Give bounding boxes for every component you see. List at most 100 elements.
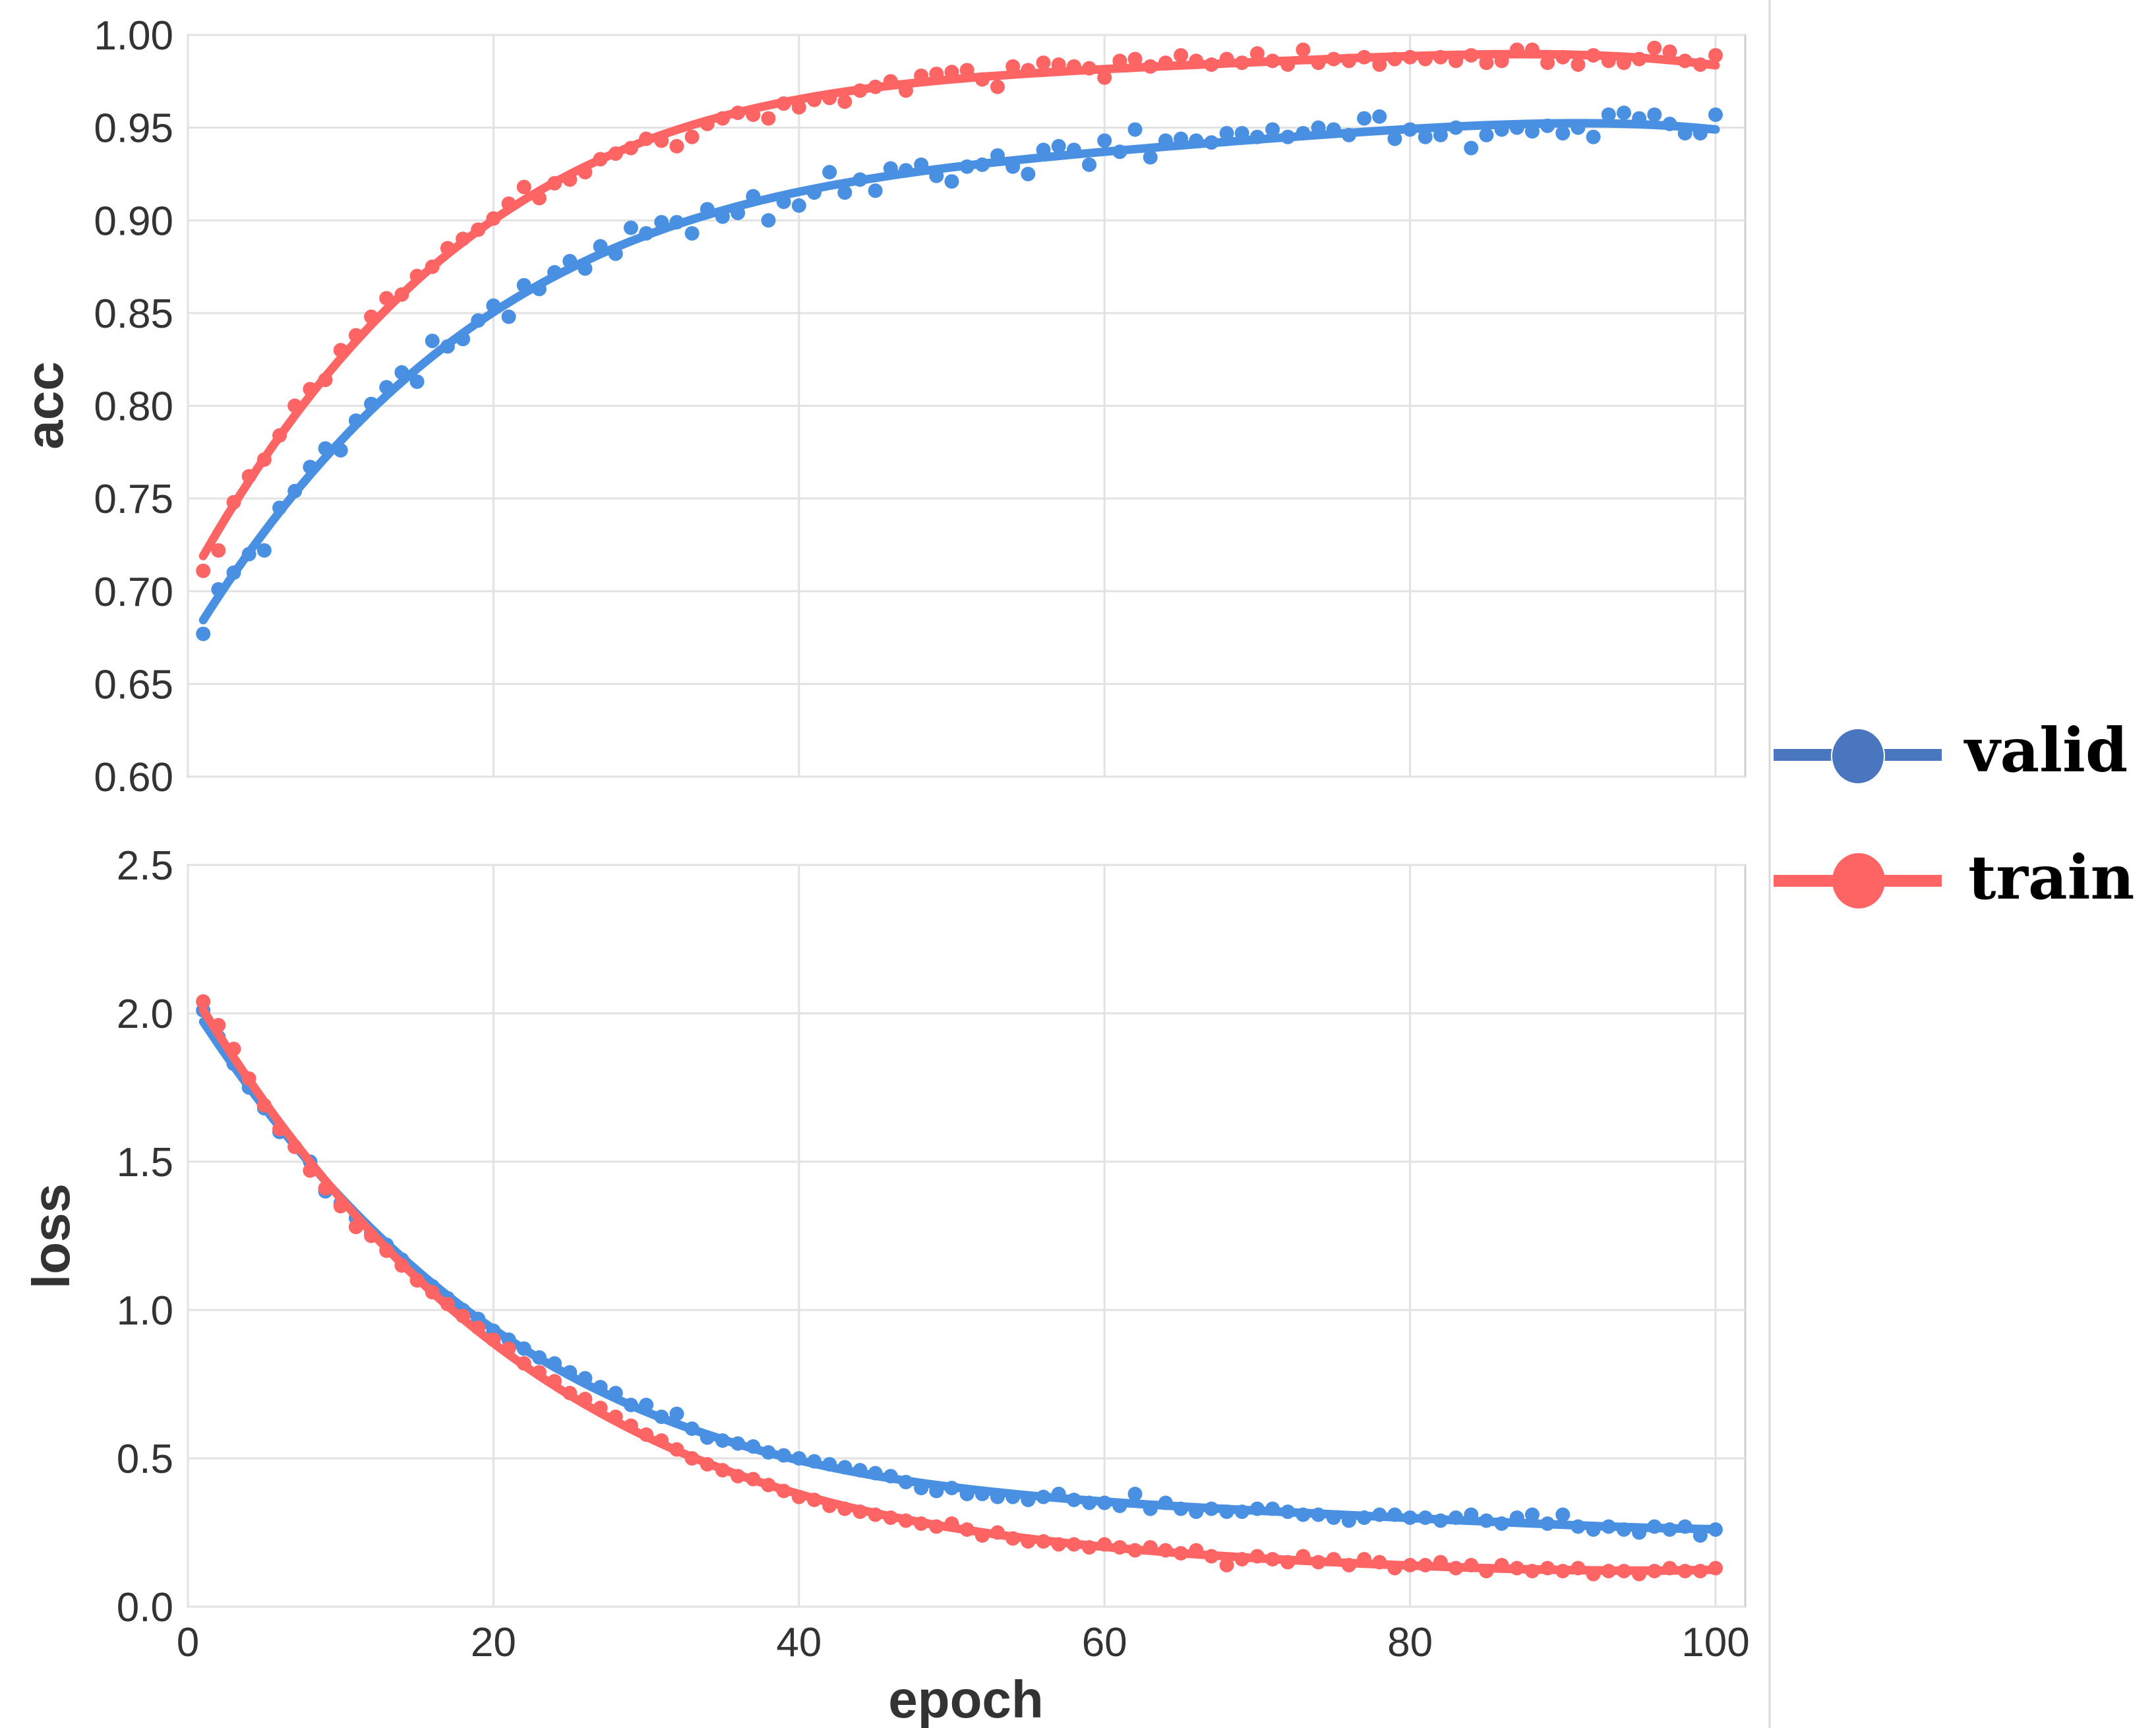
data-point-train: [531, 1365, 547, 1380]
legend-label-train: train: [1968, 842, 2134, 913]
accuracy-panel: 0.60 0.65 0.70 0.75 0.80 0.85 0.90 0.95 1.00: [94, 13, 1747, 800]
data-point-train: [547, 176, 562, 191]
data-point-train: [806, 92, 822, 107]
data-point-valid: [272, 500, 287, 516]
data-point-valid: [1097, 1495, 1112, 1510]
data-point-valid: [1632, 111, 1647, 126]
data-point-train: [211, 543, 226, 558]
data-point-valid: [914, 1481, 929, 1495]
data-point-valid: [593, 1380, 608, 1394]
data-point-train: [1677, 1564, 1692, 1578]
data-point-valid: [1677, 126, 1692, 141]
data-point-valid: [1540, 118, 1555, 133]
data-point-valid: [1296, 1507, 1311, 1522]
data-point-valid: [1449, 120, 1464, 135]
data-point-valid: [1372, 1507, 1387, 1522]
data-point-train: [1616, 55, 1631, 71]
data-point-valid: [974, 1487, 990, 1501]
y-tick-label: 0.70: [94, 570, 173, 615]
data-point-train: [1143, 1540, 1158, 1555]
data-point-valid: [379, 380, 394, 395]
data-point-train: [1204, 57, 1219, 72]
data-point-train: [394, 1258, 409, 1273]
data-point-valid: [806, 1454, 822, 1469]
data-point-train: [1677, 53, 1692, 69]
data-point-train: [226, 494, 241, 510]
data-point-train: [1647, 40, 1662, 55]
data-point-valid: [547, 1356, 562, 1371]
data-point-valid: [516, 278, 531, 293]
data-point-train: [1632, 1566, 1647, 1582]
data-point-train: [333, 1199, 348, 1214]
data-point-valid: [746, 1439, 761, 1454]
data-point-valid: [440, 339, 455, 354]
x-tick-label: 80: [1387, 1620, 1433, 1665]
data-point-train: [944, 65, 959, 80]
data-point-train: [1494, 53, 1509, 69]
data-point-train: [486, 211, 501, 226]
data-point-train: [1479, 55, 1494, 71]
data-point-train: [1296, 1549, 1311, 1564]
data-point-train: [1708, 1561, 1723, 1576]
data-point-valid: [1540, 1516, 1555, 1531]
data-point-valid: [531, 282, 547, 297]
data-point-train: [1051, 1537, 1066, 1552]
data-point-valid: [1127, 122, 1143, 137]
data-point-valid: [1127, 1487, 1143, 1501]
data-point-train: [669, 138, 684, 154]
data-point-valid: [578, 261, 593, 276]
data-point-train: [1571, 57, 1586, 72]
data-point-train: [623, 1418, 638, 1433]
data-point-train: [1540, 55, 1555, 71]
data-point-train: [501, 1341, 516, 1356]
data-point-train: [241, 1071, 256, 1086]
data-point-valid: [425, 334, 440, 349]
data-point-valid: [1509, 1510, 1524, 1525]
data-point-train: [761, 111, 776, 126]
data-point-train: [1082, 61, 1097, 76]
data-point-valid: [1036, 142, 1051, 158]
data-point-valid: [1158, 1495, 1173, 1510]
data-point-train: [1555, 49, 1571, 65]
data-point-valid: [944, 1481, 959, 1495]
data-point-valid: [761, 1445, 776, 1460]
data-point-valid: [1296, 126, 1311, 141]
data-point-train: [409, 1273, 425, 1288]
data-point-valid: [562, 1365, 578, 1380]
data-point-train: [1296, 42, 1311, 57]
trendline-valid: [198, 1017, 1720, 1534]
data-point-train: [1189, 1543, 1204, 1558]
data-point-train: [914, 68, 929, 83]
data-point-train: [1524, 1564, 1540, 1578]
data-point-valid: [1265, 122, 1280, 137]
loss-panel: 0.0 0.5 1.0 1.5 2.0 2.5 0 20 40 60 80 100: [117, 843, 1750, 1665]
data-point-train: [1112, 1540, 1127, 1555]
data-point-valid: [639, 225, 654, 241]
data-point-train: [1479, 1564, 1494, 1578]
data-point-valid: [990, 148, 1005, 163]
data-point-train: [974, 1528, 990, 1543]
data-point-train: [1586, 1566, 1601, 1582]
data-point-valid: [1051, 1487, 1066, 1501]
data-point-train: [1662, 1561, 1677, 1576]
y-tick-label: 0.65: [94, 662, 173, 707]
data-point-valid: [1051, 138, 1066, 154]
data-point-valid: [608, 1386, 623, 1400]
data-point-valid: [623, 220, 638, 235]
data-point-train: [1265, 1552, 1280, 1566]
data-point-train: [593, 152, 608, 167]
data-point-train: [883, 74, 898, 89]
data-point-train: [303, 382, 318, 397]
data-point-train: [1158, 55, 1173, 71]
data-point-valid: [898, 1475, 913, 1489]
data-point-train: [1418, 1558, 1433, 1572]
y-tick-label: 0.95: [94, 106, 173, 152]
data-point-train: [1402, 1558, 1418, 1572]
data-point-valid: [1326, 1510, 1341, 1525]
data-point-valid: [1036, 1489, 1051, 1505]
data-point-train: [348, 1220, 363, 1234]
data-point-valid: [1112, 144, 1127, 160]
data-point-valid: [1647, 1519, 1662, 1534]
data-point-valid: [531, 1350, 547, 1365]
data-point-train: [440, 241, 455, 256]
